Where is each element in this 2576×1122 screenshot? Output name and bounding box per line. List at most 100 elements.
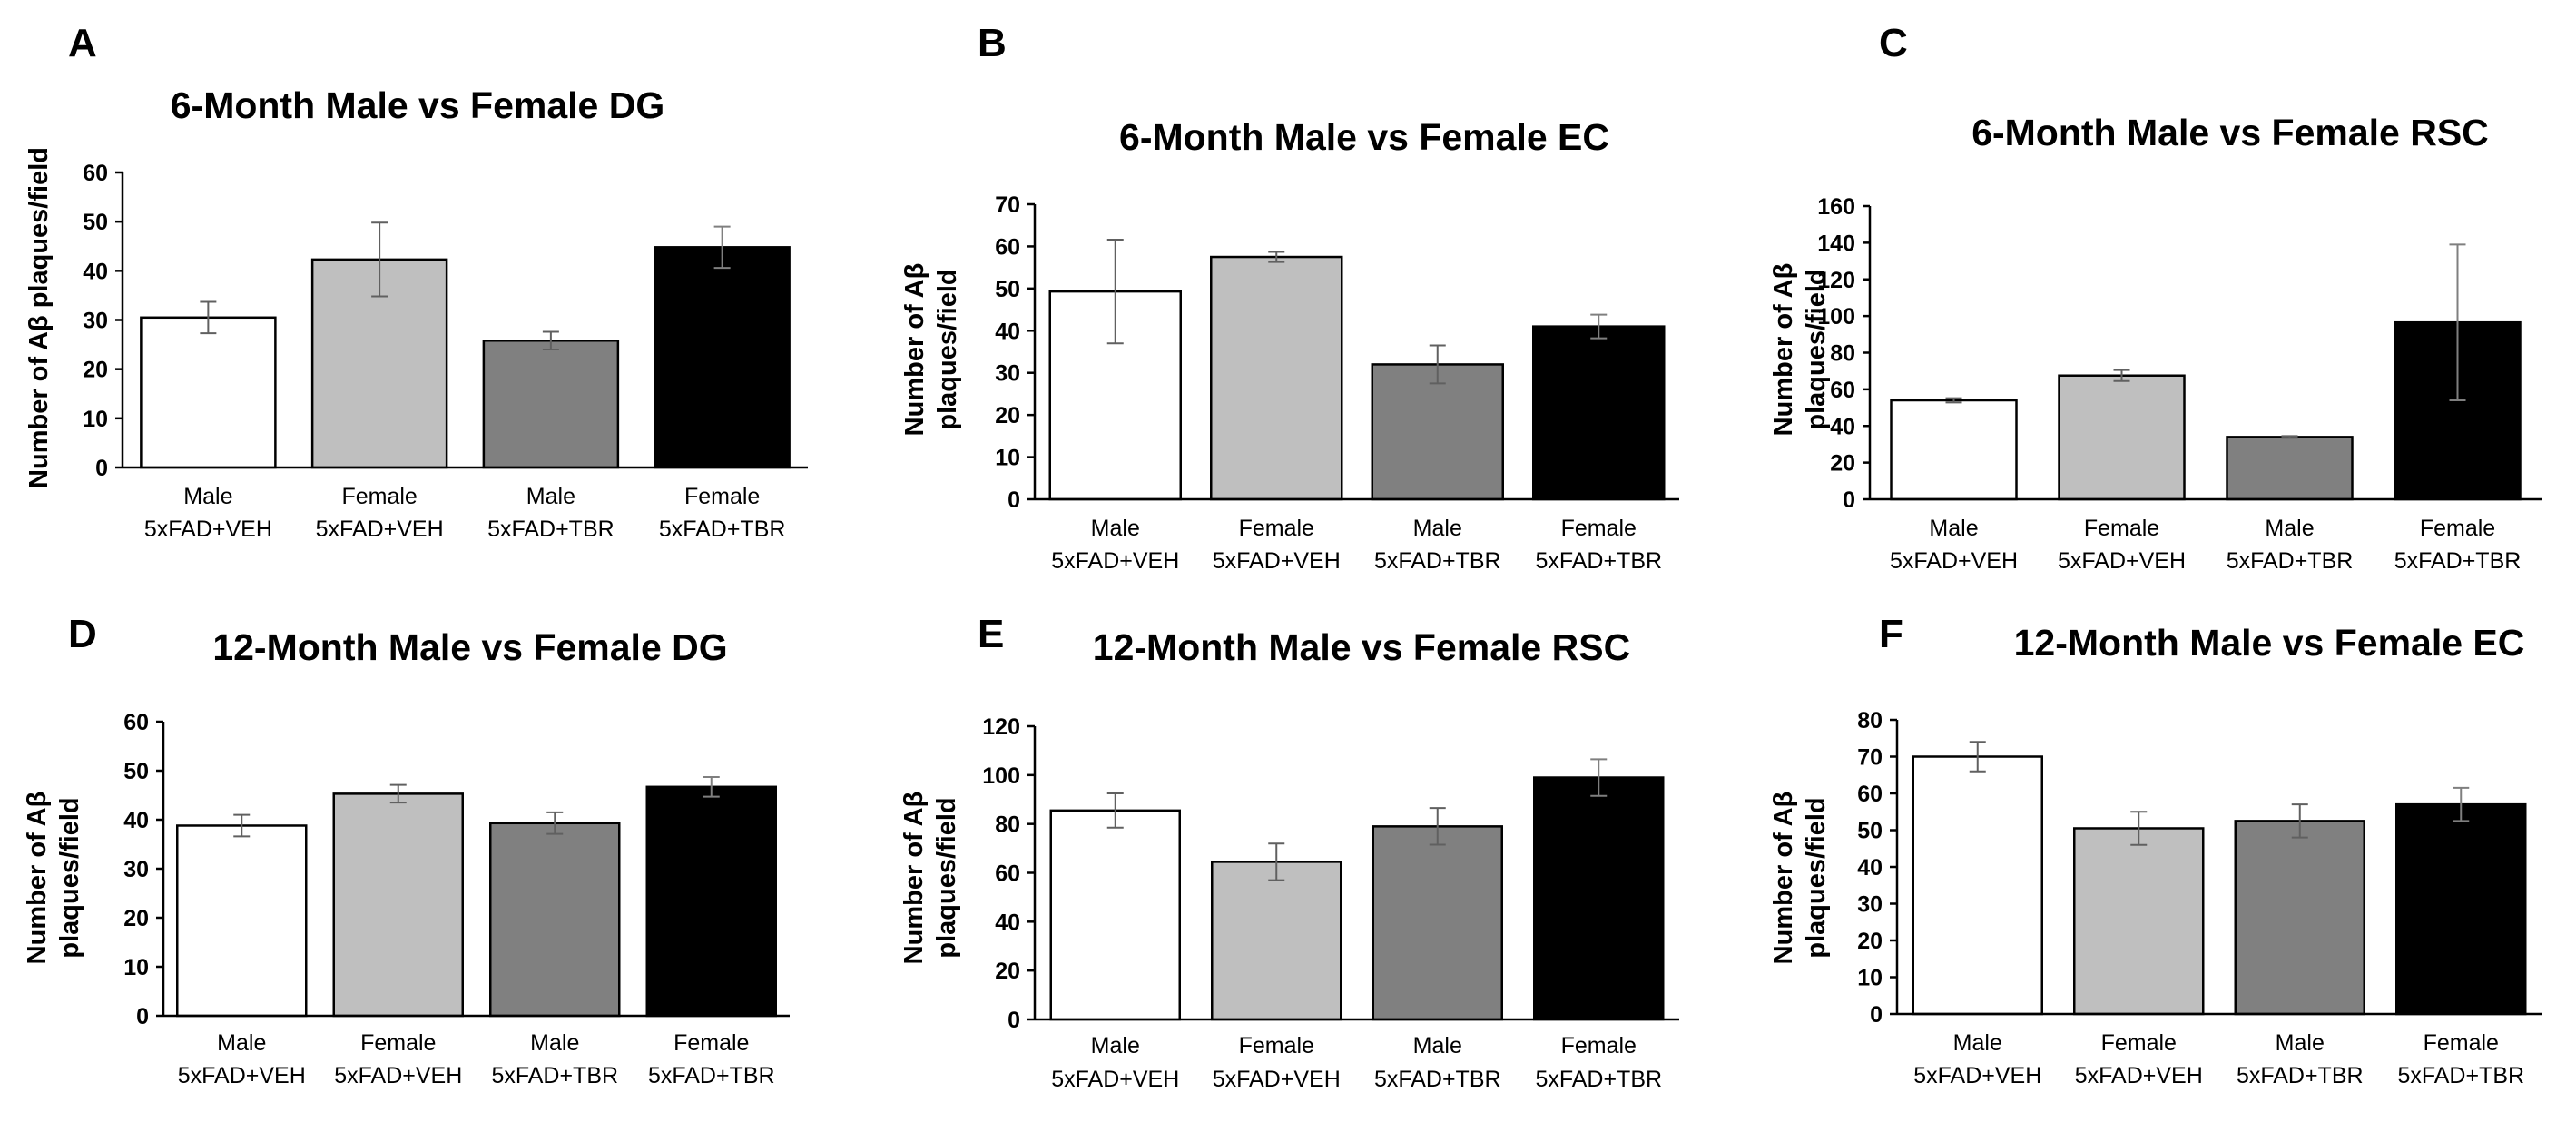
chart-title: 6-Month Male vs Female DG (171, 84, 665, 126)
x-category-label: Female 5xFAD+VEH (316, 484, 444, 542)
panel-f: F 12-Month Male vs Female EC Number of Aβ p… (1769, 612, 2542, 1088)
x-category-label: Male 5xFAD+VEH (1051, 516, 1179, 574)
x-category-label-line-1: Female (1239, 516, 1314, 541)
y-tick-label: 120 (1817, 268, 1855, 293)
x-category-label: Female 5xFAD+VEH (1213, 1033, 1341, 1092)
x-category-label-line-2: 5xFAD+TBR (2237, 1063, 2364, 1088)
x-category-label: Female 5xFAD+TBR (1535, 1033, 1662, 1092)
y-tick-label: 60 (83, 161, 108, 186)
y-tick-label: 40 (1857, 855, 1883, 881)
bar-4 (654, 246, 791, 469)
bar-1 (1049, 809, 1181, 1021)
y-tick-label: 30 (83, 309, 108, 334)
bar-2 (2058, 374, 2186, 501)
y-tick-label: 40 (995, 910, 1020, 935)
x-category-label: Female 5xFAD+TBR (2397, 1030, 2524, 1088)
y-axis-label-line-2: plaques/field (1802, 797, 1831, 958)
x-category-label-line-2: 5xFAD+VEH (2075, 1063, 2203, 1088)
x-category-label-line-1: Female (2084, 516, 2159, 541)
bar-1 (1912, 755, 2043, 1016)
y-axis-label: Number of Aβ plaques/field (1769, 263, 1831, 437)
x-category-label: Male 5xFAD+VEH (1913, 1030, 2041, 1088)
x-category-label-line-2: 5xFAD+VEH (316, 517, 444, 542)
y-tick-label: 20 (1857, 929, 1883, 954)
x-category-label-line-1: Female (1561, 516, 1637, 541)
x-category-label-line-1: Female (1239, 1033, 1314, 1058)
chart-title: 6-Month Male vs Female EC (1119, 116, 1609, 158)
x-category-label-line-2: 5xFAD+TBR (1535, 1067, 1662, 1092)
x-category-label-line-2: 5xFAD+TBR (659, 517, 786, 542)
x-category-label-line-2: 5xFAD+TBR (1535, 548, 1662, 574)
chart-title: 12-Month Male vs Female RSC (1093, 626, 1630, 668)
bar-3 (2226, 436, 2354, 501)
y-tick-label: 70 (1857, 745, 1883, 771)
bar-2 (1210, 255, 1343, 501)
x-category-label-line-1: Male (2265, 516, 2314, 541)
y-tick-label: 30 (1857, 892, 1883, 918)
y-tick-label: 0 (1008, 487, 1020, 513)
y-tick-label: 120 (982, 714, 1020, 740)
bar-4 (2395, 802, 2527, 1016)
panel-letter: B (978, 21, 1007, 65)
x-category-label: Female 5xFAD+TBR (2394, 516, 2522, 574)
chart-title: 12-Month Male vs Female EC (2014, 622, 2525, 664)
y-axis-label-line-1: Number of Aβ (1769, 792, 1798, 965)
y-tick-label: 40 (995, 319, 1020, 344)
x-category-label-line-2: 5xFAD+VEH (334, 1063, 462, 1088)
x-category-label-line-2: 5xFAD+VEH (1051, 1067, 1179, 1092)
x-category-label-line-1: Male (217, 1030, 266, 1056)
bar-1 (140, 316, 277, 469)
x-category-label: Male 5xFAD+VEH (1890, 516, 2018, 574)
y-tick-label: 50 (995, 277, 1020, 302)
y-tick-label: 10 (995, 446, 1020, 471)
panel-d: D 12-Month Male vs Female DG Number of Aβ p… (23, 612, 790, 1088)
y-tick-label: 60 (1830, 378, 1855, 403)
y-axis-label-line-1: Number of Aβ (900, 263, 929, 437)
panel-a: A 6-Month Male vs Female DG Number of Aβ p… (25, 21, 808, 542)
x-category-label: Male 5xFAD+TBR (1374, 516, 1501, 574)
panel-c: C 6-Month Male vs Female RSC Number of Aβ p… (1769, 21, 2542, 574)
x-category-label: Female 5xFAD+TBR (1535, 516, 1662, 574)
y-tick-label: 0 (136, 1004, 149, 1029)
x-category-label: Female 5xFAD+TBR (648, 1030, 775, 1088)
y-axis-label-line-1: Number of Aβ (900, 792, 929, 965)
y-tick-label: 20 (1830, 451, 1855, 477)
x-category-label: Female 5xFAD+VEH (334, 1030, 462, 1088)
x-category-label-line-2: 5xFAD+VEH (2058, 548, 2186, 574)
panel-letter: F (1879, 612, 1903, 656)
x-category-label-line-1: Male (1953, 1030, 2002, 1056)
y-axis-label-line-1: Number of Aβ (1769, 263, 1798, 437)
bar-4 (1532, 325, 1666, 501)
panel-letter: A (68, 21, 97, 65)
x-category-label-line-2: 5xFAD+TBR (1374, 1067, 1501, 1092)
y-tick-label: 0 (1843, 487, 1855, 513)
panel-letter: D (68, 612, 97, 656)
x-category-label: Male 5xFAD+TBR (2237, 1030, 2364, 1088)
bar-3 (1371, 363, 1504, 501)
bar-2 (2073, 827, 2205, 1016)
y-tick-label: 10 (83, 407, 108, 432)
panel-letter: C (1879, 21, 1908, 65)
bar-3 (489, 822, 621, 1018)
x-category-label-line-2: 5xFAD+TBR (1374, 548, 1501, 574)
x-category-label-line-2: 5xFAD+TBR (487, 517, 615, 542)
y-tick-label: 0 (95, 456, 108, 481)
x-category-label-line-2: 5xFAD+TBR (2394, 548, 2522, 574)
x-category-label-line-2: 5xFAD+VEH (144, 517, 272, 542)
x-category-label: Female 5xFAD+VEH (2058, 516, 2186, 574)
y-tick-label: 100 (1817, 304, 1855, 330)
y-tick-label: 60 (995, 234, 1020, 260)
y-tick-label: 100 (982, 763, 1020, 789)
x-category-label: Male 5xFAD+TBR (487, 484, 615, 542)
y-tick-label: 0 (1008, 1008, 1020, 1033)
y-tick-label: 50 (83, 210, 108, 235)
x-category-label: Male 5xFAD+VEH (144, 484, 272, 542)
x-category-label: Male 5xFAD+TBR (491, 1030, 618, 1088)
y-tick-label: 10 (1857, 966, 1883, 991)
y-tick-label: 60 (1857, 782, 1883, 807)
y-axis-label: Number of Aβ plaques/field (25, 147, 54, 488)
y-tick-label: 80 (1830, 341, 1855, 367)
x-category-label-line-1: Female (360, 1030, 436, 1056)
x-category-label-line-1: Male (1929, 516, 1978, 541)
